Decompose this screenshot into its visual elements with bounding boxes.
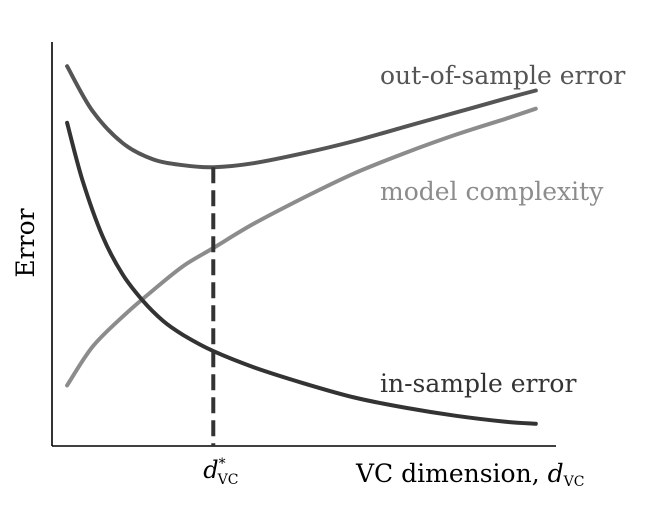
series-label-model-complexity: model complexity [380, 177, 604, 206]
series-label-out-of-sample-error: out-of-sample error [380, 61, 625, 90]
optimum-label-subscript: VC [217, 472, 239, 488]
y-axis-label: Error [11, 208, 40, 277]
x-axis-label-text: VC dimension, [355, 459, 548, 488]
series-line-in-sample-error [65, 120, 538, 426]
curves-group [65, 64, 538, 426]
x-axis-label: VC dimension, dVC [355, 459, 584, 490]
optimum-label: d* VC [203, 456, 238, 488]
x-axis-label-subscript: VC [563, 474, 585, 490]
x-axis-label-symbol: d [548, 459, 564, 488]
series-line-model-complexity [65, 106, 538, 388]
optimum-label-sup: * [219, 456, 226, 472]
series-line-out-of-sample-error [65, 64, 538, 170]
series-label-in-sample-error: in-sample error [380, 369, 576, 398]
optimum-label-symbol: d [203, 456, 218, 484]
